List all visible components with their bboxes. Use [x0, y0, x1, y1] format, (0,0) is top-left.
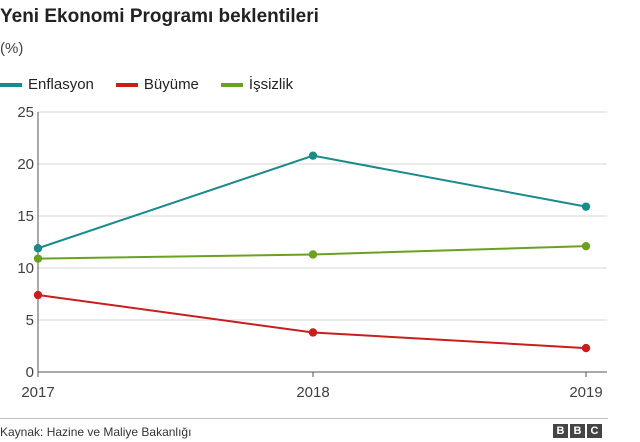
legend-item-buyume: Büyüme — [115, 76, 199, 93]
y-tick-label-10: 10 — [17, 260, 34, 277]
x-tick-label-2019: 2019 — [569, 384, 602, 401]
series-line-enflasyon — [37, 154, 587, 250]
y-tick-label-0: 0 — [26, 364, 34, 381]
chart-title: Yeni Ekonomi Programı beklentileri — [0, 6, 319, 27]
y-tick-label-15: 15 — [17, 208, 34, 225]
source-note: Kaynak: Hazine ve Maliye Bakanlığı — [0, 425, 192, 439]
x-tick-label-2017: 2017 — [21, 384, 54, 401]
legend-item-enflasyon: Enflasyon — [0, 76, 94, 93]
chart-subtitle: (%) — [0, 40, 24, 57]
series-point-enflasyon-2017 — [33, 244, 43, 253]
footer-divider — [0, 418, 608, 419]
series-point-büyüme-2019 — [581, 343, 591, 353]
logo-letter-b2: B — [570, 424, 585, 438]
logo-letter-b1: B — [553, 424, 568, 438]
series-point-büyüme-2018 — [308, 328, 318, 337]
series-point-enflasyon-2019 — [581, 202, 591, 211]
y-tick-label-20: 20 — [17, 156, 34, 173]
legend-label-issizlik: İşsizlik — [248, 76, 294, 93]
series-point-büyüme-2017 — [33, 290, 43, 300]
series-point-i̇şsizlik-2019 — [581, 241, 591, 251]
y-tick-label-25: 25 — [17, 104, 34, 121]
y-tick-label-5: 5 — [26, 312, 34, 329]
x-tick-label-2018: 2018 — [296, 384, 329, 401]
logo-letter-c: C — [587, 424, 602, 438]
legend-label-enflasyon: Enflasyon — [28, 76, 94, 93]
legend-label-buyume: Büyüme — [143, 76, 199, 93]
series-point-enflasyon-2018 — [308, 151, 318, 160]
series-point-i̇şsizlik-2017 — [33, 254, 43, 263]
series-point-i̇şsizlik-2018 — [308, 250, 318, 259]
legend-item-issizlik: İşsizlik — [220, 76, 294, 93]
legend: Enflasyon Büyüme İşsizlik — [0, 76, 315, 93]
bbc-logo: B B C — [553, 424, 604, 438]
series-line-büyüme — [37, 294, 587, 350]
legend-swatch-enflasyon — [0, 82, 22, 87]
legend-swatch-buyume — [115, 82, 138, 87]
legend-swatch-issizlik — [220, 82, 243, 87]
